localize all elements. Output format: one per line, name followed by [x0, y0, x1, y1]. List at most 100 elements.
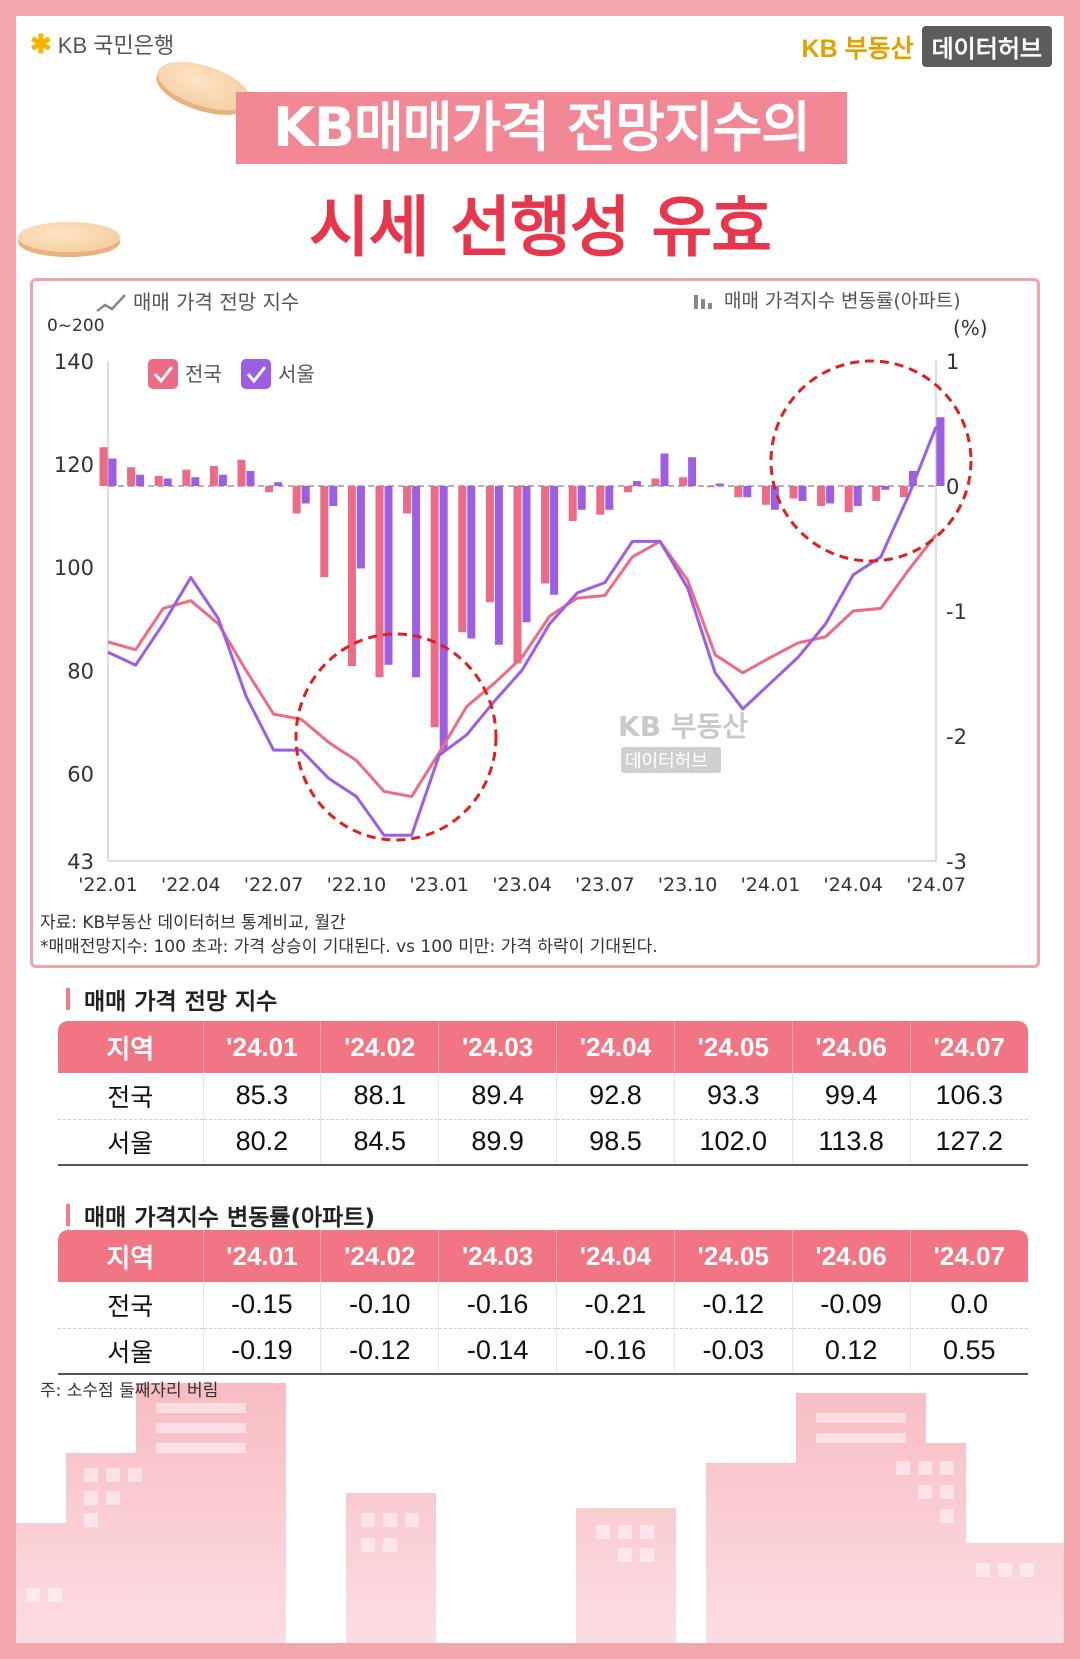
bar-seoul	[494, 486, 503, 645]
left-tick-label: 60	[67, 762, 94, 786]
right-tick-label: 1	[946, 350, 959, 374]
bar-seoul	[356, 486, 365, 569]
bar-nation	[761, 486, 770, 505]
bar-nation	[679, 477, 688, 486]
bar-nation	[706, 486, 715, 488]
table-cell: 88.1	[320, 1073, 439, 1120]
table1-title: 매매 가격 전망 지수	[84, 989, 278, 1015]
bar-seoul	[577, 486, 586, 510]
left-axis-range-label: 0~200	[47, 316, 105, 336]
header-month: '24.07	[909, 1230, 1028, 1282]
watermark-badge-text: 데이터허브	[625, 751, 708, 772]
row-region: 전국	[58, 1282, 203, 1329]
table-cell: -0.21	[556, 1282, 675, 1329]
watermark-text: KB 부동산	[618, 710, 748, 743]
bar-nation	[127, 467, 136, 486]
x-tick-label: '23.04	[492, 874, 552, 896]
bar-seoul	[108, 458, 117, 486]
bar-nation	[651, 478, 660, 486]
x-tick-label: '24.04	[823, 874, 883, 896]
table-cell: 89.4	[438, 1073, 557, 1120]
check-icon	[153, 366, 174, 384]
left-tick-label: 80	[67, 659, 94, 683]
bar-nation	[375, 486, 384, 678]
right-tick-label: -2	[946, 725, 967, 749]
bar-seoul	[467, 486, 476, 639]
header-month: '24.05	[673, 1021, 793, 1073]
bar-seoul	[688, 457, 697, 486]
table-cell: 102.0	[673, 1119, 793, 1166]
price-change-table: 지역 '24.01'24.02'24.03'24.04'24.05'24.06'2…	[58, 1230, 1028, 1375]
table-cell: -0.19	[202, 1328, 321, 1375]
bar-seoul	[853, 486, 862, 506]
bar-seoul	[798, 486, 807, 501]
legend: 전국 서울	[148, 359, 315, 389]
table-cell: 80.2	[202, 1119, 321, 1166]
definition-note: *매매전망지수: 100 초과: 가격 상승이 기대된다. vs 100 미만:…	[40, 937, 658, 957]
table-cell: 84.5	[320, 1119, 439, 1166]
bar-nation	[568, 486, 577, 521]
bar-nation	[458, 486, 467, 633]
chart-frame: 매매 가격 전망 지수 0~200 매매 가격지수 변동률(아파트) (%) 전…	[30, 278, 1040, 968]
footnote: 주: 소수점 둘째자리 버림	[40, 1381, 219, 1401]
bar-seoul	[770, 486, 779, 510]
table-cell: -0.12	[673, 1282, 793, 1329]
table-cell: 93.3	[673, 1073, 793, 1120]
bar-nation	[154, 476, 163, 486]
bar-nation	[292, 486, 301, 514]
bar-nation	[872, 486, 881, 501]
x-tick-label: '23.01	[409, 874, 469, 896]
bar-nation	[899, 486, 908, 498]
bar-seoul	[329, 486, 338, 506]
bar-seoul	[218, 474, 227, 486]
bar-nation	[430, 486, 439, 728]
legend-label-nation: 전국	[185, 362, 222, 386]
table-row: 서울 80.2 84.5 89.9 98.5 102.0 113.8 127.2	[58, 1119, 1028, 1166]
table-row: 전국 -0.15 -0.10 -0.16 -0.21 -0.12 -0.09 0.0	[58, 1282, 1028, 1329]
bar-seoul	[881, 486, 890, 490]
city-skyline-illustration	[16, 1343, 1064, 1643]
left-axis-header: 매매 가격 전망 지수 0~200	[47, 290, 299, 336]
kb-real-estate-brand: KB 부동산 데이터허브	[802, 26, 1052, 67]
bar-nation	[320, 486, 329, 578]
line-series	[107, 426, 938, 837]
bar-seoul	[439, 486, 448, 751]
left-tick-label: 120	[54, 453, 94, 477]
bar-nation	[513, 486, 522, 664]
brand-kb-text: KB 부동산	[801, 34, 914, 63]
header-month: '24.04	[556, 1021, 675, 1073]
kb-bank-text: KB 국민은행	[57, 33, 175, 58]
bar-nation	[209, 466, 218, 486]
header-month: '24.02	[320, 1021, 439, 1073]
header-month: '24.02	[320, 1230, 439, 1282]
table2-title: 매매 가격지수 변동률(아파트)	[84, 1205, 375, 1231]
row-region: 서울	[58, 1119, 203, 1166]
table-row: 전국 85.3 88.1 89.4 92.8 93.3 99.4 106.3	[58, 1073, 1028, 1120]
header-month: '24.03	[438, 1230, 557, 1282]
outlook-index-table: 지역 '24.01'24.02'24.03'24.04'24.05'24.06'2…	[58, 1021, 1028, 1166]
table-cell: -0.16	[438, 1282, 557, 1329]
bar-nation	[789, 486, 798, 499]
table-cell: -0.14	[438, 1328, 557, 1375]
x-tick-label: '23.10	[658, 874, 718, 896]
header-month: '24.04	[556, 1230, 675, 1282]
left-tick-label: 100	[54, 556, 94, 580]
bar-seoul	[936, 417, 945, 486]
bar-seoul	[301, 486, 310, 504]
bar-nation	[541, 486, 550, 584]
table-header-row: 지역 '24.01'24.02'24.03'24.04'24.05'24.06'2…	[58, 1021, 1028, 1073]
left-tick-label: 43	[67, 850, 94, 874]
header-month: '24.03	[438, 1021, 557, 1073]
bar-chart-icon	[694, 295, 712, 309]
bar-seoul	[632, 481, 641, 486]
bar-nation	[734, 486, 743, 498]
bar-seoul	[550, 486, 559, 595]
table-row: 서울 -0.19 -0.12 -0.14 -0.16 -0.03 0.12 0.55	[58, 1328, 1028, 1375]
bar-nation	[265, 486, 274, 493]
table-cell: -0.03	[673, 1328, 793, 1375]
line-nation	[107, 533, 938, 799]
table-cell: 127.2	[909, 1119, 1028, 1166]
header-month: '24.05	[673, 1230, 793, 1282]
bar-nation	[237, 459, 246, 486]
bar-seoul	[274, 482, 283, 486]
